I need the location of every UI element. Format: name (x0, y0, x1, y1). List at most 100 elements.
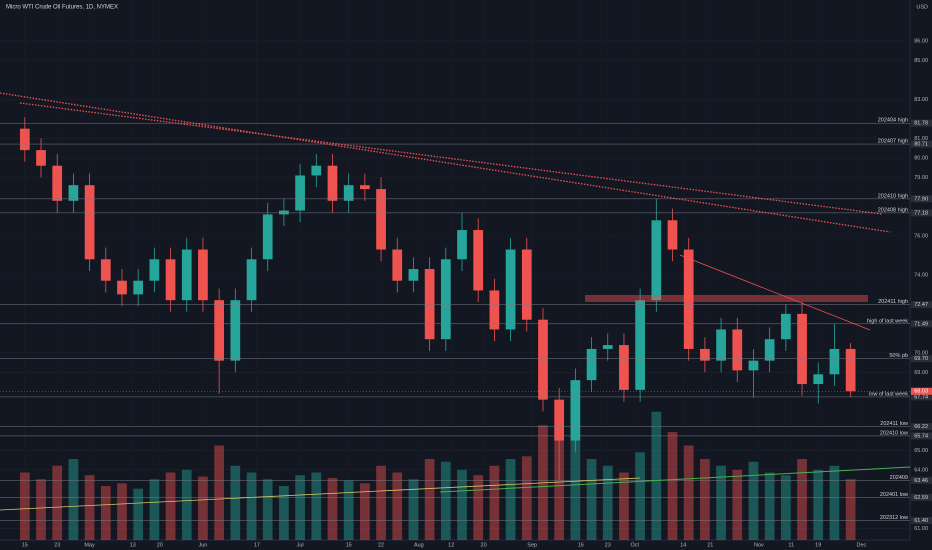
candle-body (343, 185, 354, 201)
candle-body (651, 220, 662, 301)
volume-bar (149, 479, 160, 540)
level-price-label: 77.90 (914, 196, 928, 202)
candle-body (392, 249, 403, 281)
level-name: 202411 low (880, 421, 908, 427)
candle-body (52, 165, 63, 201)
level-price-box (911, 423, 932, 431)
candle-body (360, 185, 370, 190)
level-name: 202408 high (878, 207, 908, 213)
candle-body (797, 313, 807, 385)
level-name: low of last week (869, 391, 908, 397)
candle-body (100, 259, 111, 281)
volume-bar (813, 469, 824, 540)
x-tick-label: 21 (707, 542, 713, 548)
candle-body (279, 210, 289, 215)
candle-body (521, 249, 532, 320)
level-name: 202312 low (880, 515, 908, 521)
volume-bar (716, 465, 726, 540)
candle-body (813, 374, 824, 385)
x-tick-label: 23 (54, 542, 60, 548)
x-tick-label: 20 (157, 542, 163, 548)
last-price-box (911, 387, 932, 395)
level-name: 202409 (890, 475, 908, 481)
candle-body (295, 175, 305, 211)
volume-bar (311, 472, 322, 540)
y-tick-label: 79.00 (914, 175, 928, 181)
volume-bar (214, 445, 224, 540)
level-price-box (911, 119, 932, 127)
level-name: 202410 low (880, 430, 908, 436)
level-price-label: 81.78 (914, 121, 928, 127)
level-name: 202407 high (878, 139, 908, 145)
candle-body (538, 319, 548, 400)
volume-bar (52, 465, 63, 540)
candle-body (133, 280, 144, 295)
x-tick-label: Nov (754, 542, 764, 548)
candle-body (716, 329, 726, 361)
volume-bar (651, 411, 662, 540)
level-name: 202404 high (878, 118, 908, 124)
level-price-box (911, 140, 932, 148)
volume-bar (586, 459, 597, 540)
volume-bar (732, 469, 743, 540)
candle-body (489, 290, 500, 330)
currency: USD (916, 4, 928, 10)
candle-body (165, 259, 176, 301)
y-tick-label: 70.00 (914, 350, 928, 356)
level-price-box (911, 320, 932, 328)
volume-bar (376, 465, 386, 540)
candle-body (68, 185, 79, 201)
candle-body (408, 269, 419, 281)
volume-trend (439, 466, 911, 493)
x-tick-label: 23 (605, 542, 611, 548)
x-tick-label: 15 (22, 542, 28, 548)
x-tick-label: 20 (481, 542, 487, 548)
y-tick-label: 61.00 (914, 526, 928, 532)
candle-body (554, 399, 565, 441)
volume-bar (424, 459, 435, 540)
trendline (0, 92, 891, 233)
volume-bar (635, 452, 645, 540)
candle-body (311, 165, 322, 176)
level-name: high of last week (867, 318, 908, 324)
x-tick-label: May (84, 542, 95, 548)
volume-bar (246, 472, 257, 540)
volume-bar (700, 459, 710, 540)
level-price-box (911, 209, 932, 217)
volume-bar (68, 459, 79, 540)
last-price-label: 68.03 (914, 389, 928, 395)
level-price-label: 72.47 (914, 302, 928, 308)
candle-body (440, 259, 451, 340)
volume-bar (489, 465, 500, 540)
resistance-zone (585, 295, 868, 302)
y-tick-label: 74.00 (914, 272, 928, 278)
volume-bar (667, 432, 678, 540)
candle-body (424, 269, 435, 340)
y-tick-label: 86.00 (914, 38, 928, 44)
candle-body (457, 230, 467, 260)
candle-body (376, 189, 386, 250)
volume-bar (521, 456, 532, 540)
x-tick-label: 13 (130, 542, 136, 548)
x-tick-label: 19 (815, 542, 821, 548)
x-tick-label: Jun (199, 542, 208, 548)
volume-bar (19, 472, 30, 540)
level-price-label: 80.71 (914, 142, 928, 148)
volume-bar (619, 472, 629, 540)
volume-bar (181, 469, 192, 540)
level-price-box (911, 195, 932, 203)
candle-body (829, 348, 840, 375)
candle-body (845, 348, 856, 392)
volume-bar (683, 445, 694, 540)
volume-bar (360, 483, 370, 540)
x-tick-label: 11 (788, 542, 794, 548)
candle-body (732, 329, 743, 371)
candle-body (505, 249, 516, 330)
plot (0, 40, 910, 540)
candle-body (149, 259, 160, 281)
x-tick-label: 14 (680, 542, 686, 548)
level-price-box (911, 476, 932, 484)
candle-body (602, 345, 613, 349)
volume-bar (327, 477, 338, 540)
volume-bar (279, 486, 289, 540)
